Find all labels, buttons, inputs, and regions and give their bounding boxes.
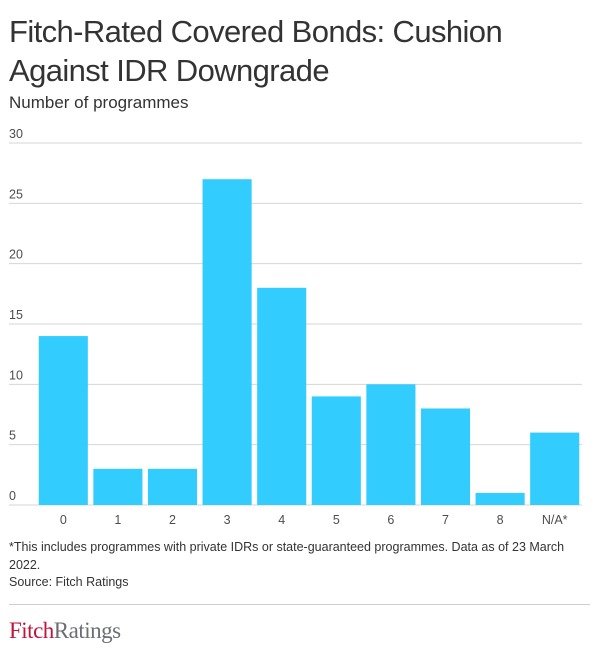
bar-7	[420, 408, 471, 505]
y-tick-label: 5	[9, 429, 16, 443]
footer-divider	[9, 604, 590, 605]
x-axis-ticks: 0 1 2 3 4 5 6 7 8 N/A*	[60, 513, 568, 527]
x-tick-label: 2	[169, 513, 176, 527]
source-note: Source: Fitch Ratings	[9, 575, 129, 589]
bar-5	[311, 396, 361, 505]
footnote: *This includes programmes with private I…	[9, 540, 565, 572]
x-tick-label: 0	[60, 513, 67, 527]
x-tick-label: 1	[114, 513, 121, 527]
bar-2	[147, 468, 198, 505]
bars	[38, 179, 580, 505]
y-tick-label: 30	[9, 127, 23, 141]
y-tick-label: 20	[9, 248, 23, 262]
y-tick-label: 25	[9, 187, 23, 201]
bar-1	[93, 468, 143, 505]
x-tick-label: 4	[278, 513, 285, 527]
bar-na	[530, 432, 580, 505]
x-tick-label: 3	[224, 513, 231, 527]
logo-fitch: Fitch	[9, 618, 54, 643]
bar-8	[475, 492, 525, 505]
x-tick-label: N/A*	[542, 513, 568, 527]
bar-4	[257, 287, 307, 505]
logo-ratings: Ratings	[53, 618, 121, 643]
x-tick-label: 6	[387, 513, 394, 527]
y-axis-ticks: 0 5 10 15 20 25 30	[9, 127, 23, 503]
chart-subtitle: Number of programmes	[9, 93, 189, 112]
x-tick-label: 8	[497, 513, 504, 527]
x-tick-label: 5	[333, 513, 340, 527]
bar-3	[202, 179, 252, 505]
y-tick-label: 10	[9, 368, 23, 382]
y-tick-label: 0	[9, 489, 16, 503]
bar-chart: 0 5 10 15 20 25 30 0 1 2 3 4 5 6 7 8 N/A*	[9, 127, 582, 527]
bar-0	[38, 336, 88, 505]
x-tick-label: 7	[442, 513, 449, 527]
chart-title: Fitch-Rated Covered Bonds: Cushion Again…	[9, 14, 503, 88]
bar-6	[366, 384, 416, 505]
y-tick-label: 15	[9, 308, 23, 322]
fitch-ratings-logo: FitchRatings	[9, 618, 121, 644]
